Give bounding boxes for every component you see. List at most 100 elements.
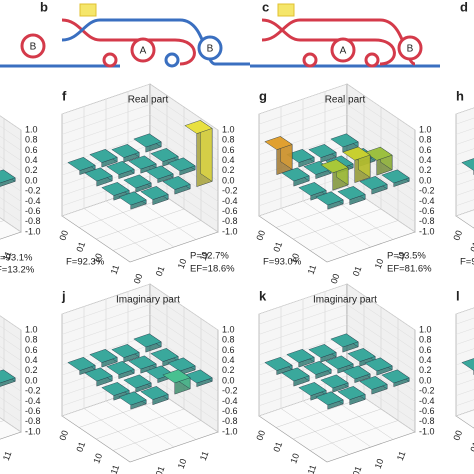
z-tick-label: 0.4 [419, 355, 432, 365]
z-tick-label: 0.0 [419, 375, 432, 385]
bar-top [89, 149, 118, 163]
bar-top [140, 186, 169, 200]
z-tick-label: 0.2 [419, 165, 432, 175]
fidelity: F=92.3% [66, 257, 105, 268]
z-tick-label: -1.0 [419, 226, 435, 236]
z-tick-label: 0.6 [419, 145, 432, 155]
z-tick-label: -0.8 [222, 216, 238, 226]
bar-top [381, 169, 410, 184]
basis-label: 00 [57, 229, 70, 242]
bar-top [359, 376, 388, 390]
bar-top [347, 348, 376, 362]
z-tick-label: 0.6 [222, 145, 235, 155]
bar-top [315, 191, 344, 206]
circuit-label: B [407, 44, 414, 55]
bar-top [364, 357, 393, 372]
basis-label: 00 [254, 429, 267, 442]
grid-line [258, 83, 416, 131]
z-tick-label: -0.8 [419, 216, 435, 226]
z-tick-label: 0.4 [25, 355, 38, 365]
bar-top [67, 357, 96, 371]
bar-top [308, 344, 337, 358]
bar-top [150, 348, 179, 362]
bar-top [337, 186, 366, 200]
bar-top [128, 155, 157, 170]
z-tick-label: -0.2 [25, 386, 41, 396]
grid-line [61, 283, 219, 331]
basis-label: 10 [373, 257, 386, 270]
basis-label: 10 [373, 457, 386, 470]
panel-letter: d [460, 0, 468, 14]
bar-top [140, 386, 169, 400]
grid-line [61, 114, 219, 161]
grid-line [61, 83, 219, 131]
grid-line [258, 324, 416, 372]
z-tick-label: -0.2 [25, 186, 41, 196]
fidelity: F=98 [460, 257, 474, 268]
z-tick-label: -0.2 [419, 386, 435, 396]
plot-3d: 1.00.80.60.40.20.0-0.2-0.4-0.6-0.8-1.000… [0, 115, 41, 262]
panel-letter: j [61, 288, 66, 303]
bar-top [461, 358, 474, 371]
z-tick-label: 1.0 [25, 324, 38, 334]
z-tick-label: 0.6 [25, 145, 38, 155]
bar-top [315, 391, 344, 406]
z-tick-label: 0.4 [222, 155, 235, 165]
basis-label: 00 [329, 272, 342, 285]
bar-top [133, 333, 162, 348]
basis-label: 10 [91, 252, 104, 265]
z-tick-label: -0.4 [25, 396, 41, 406]
z-tick-label: 1.0 [222, 324, 235, 334]
z-tick-label: -0.6 [222, 406, 238, 416]
grid-line [258, 114, 416, 161]
basis-label: 11 [1, 250, 14, 262]
bar-top [111, 144, 140, 158]
basis-label: 01 [351, 465, 364, 474]
z-tick-label: -0.8 [419, 416, 435, 426]
grid-line [61, 324, 219, 372]
grid-line [61, 314, 219, 361]
bar-top [364, 146, 393, 161]
bar-top [167, 357, 196, 372]
grid-line [258, 185, 416, 233]
floor [455, 209, 474, 229]
bar-top [184, 369, 213, 384]
z-tick-label: 0.0 [222, 175, 235, 185]
bar-top [84, 167, 113, 182]
plot-3d: 1.00.80.60.40.20.0-0.2-0.4-0.6-0.8-1.000… [0, 315, 41, 462]
basis-label: 11 [109, 463, 122, 474]
z-tick-label: -0.2 [222, 186, 238, 196]
grid-line [309, 420, 399, 451]
z-tick-label: 0.4 [419, 155, 432, 165]
bar-top [106, 161, 135, 175]
basis-label: 10 [288, 252, 301, 265]
z-tick-label: 1.0 [222, 124, 235, 134]
bar-top [118, 191, 147, 206]
bar-top [67, 157, 96, 171]
purity: =93.1% [0, 253, 33, 264]
basis-label: 11 [395, 250, 408, 262]
z-tick-label: 1.0 [419, 324, 432, 334]
z-tick-label: 1.0 [25, 124, 38, 134]
basis-label: 01 [154, 465, 167, 474]
z-tick-label: 0.6 [222, 345, 235, 355]
z-tick-label: -0.6 [25, 406, 41, 416]
bar-top [101, 182, 130, 196]
grid-line [292, 208, 382, 240]
basis-label: 10 [176, 457, 189, 470]
grid-line [95, 208, 185, 240]
bar-top [308, 144, 337, 158]
bar-top [118, 391, 147, 406]
basis-label: 11 [198, 250, 211, 262]
basis-label: 11 [198, 450, 211, 462]
back-wall [455, 107, 474, 217]
z-tick-label: -0.6 [419, 206, 435, 216]
grid-line [258, 93, 416, 141]
entanglement: EF=18.6% [190, 264, 235, 275]
grid-line [292, 408, 382, 440]
bar-top [298, 182, 327, 196]
basis-label: 01 [271, 240, 284, 253]
z-tick-label: -0.6 [419, 406, 435, 416]
z-tick-label: 1.0 [419, 124, 432, 134]
